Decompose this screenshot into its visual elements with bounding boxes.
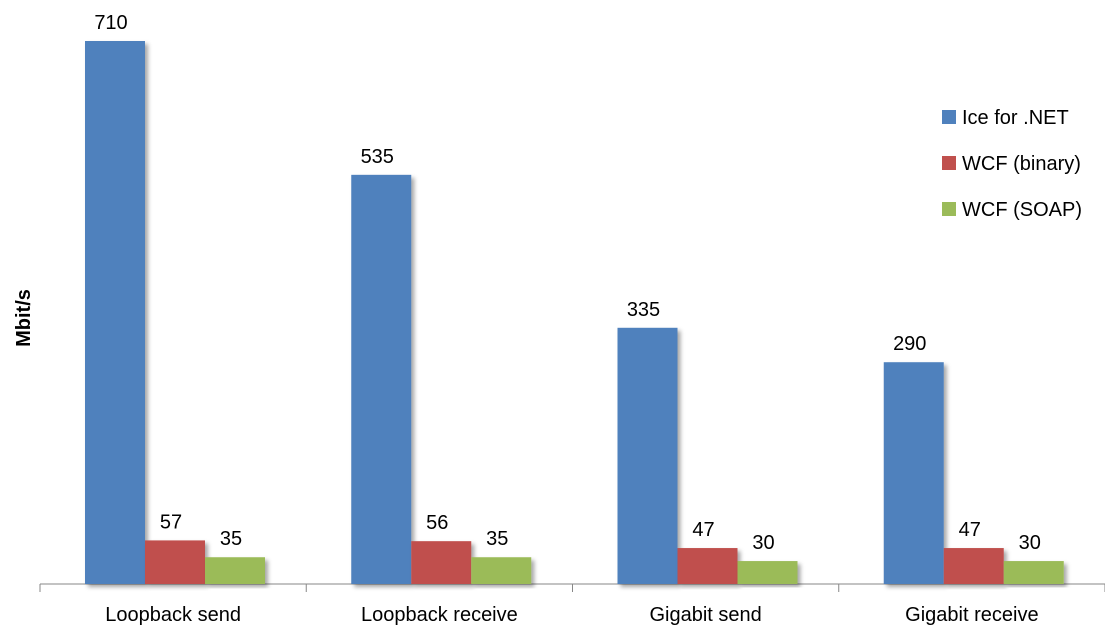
- bars: [85, 41, 1064, 585]
- data-label-wcf-binary-gigabit-receive: 47: [959, 519, 981, 541]
- data-label-wcf-soap-gigabit-send: 30: [752, 532, 774, 554]
- x-tick-label-gigabit-receive: Gigabit receive: [905, 604, 1038, 626]
- legend-label-ice-for-net: Ice for .NET: [962, 107, 1069, 129]
- data-labels: 710 57 35 535 56 35 335 47 30 290 47 30: [94, 12, 1041, 554]
- data-label-wcf-soap-gigabit-receive: 30: [1019, 532, 1041, 554]
- legend-label-wcf-binary: WCF (binary): [962, 153, 1081, 175]
- bar-wcf-binary-gigabit-receive: [943, 548, 1004, 584]
- x-axis-ticks: Loopback send Loopback receive Gigabit sen…: [39, 584, 1105, 626]
- bar-wcf-binary-gigabit-send: [677, 548, 738, 584]
- y-axis-title: Mbit/s: [13, 289, 35, 347]
- data-label-wcf-soap-loopback-send: 35: [220, 528, 242, 550]
- bar-wcf-binary-loopback-receive: [411, 541, 472, 584]
- bar-wcf-soap-loopback-receive: [471, 557, 532, 584]
- x-tick-label-gigabit-send: Gigabit send: [649, 604, 761, 626]
- data-label-ice-for-net-loopback-receive: 535: [361, 146, 394, 168]
- data-label-ice-for-net-loopback-send: 710: [94, 12, 127, 34]
- x-tick-label-loopback-send: Loopback send: [105, 604, 241, 626]
- bar-ice-for-net-gigabit-receive: [883, 362, 944, 584]
- bar-wcf-binary-loopback-send: [145, 540, 205, 584]
- data-label-ice-for-net-gigabit-send: 335: [627, 299, 660, 321]
- legend-swatch-wcf-binary: [942, 156, 956, 170]
- x-tick-label-loopback-receive: Loopback receive: [361, 604, 518, 626]
- data-label-wcf-soap-loopback-receive: 35: [486, 528, 508, 550]
- bar-ice-for-net-loopback-receive: [351, 174, 412, 585]
- legend: Ice for .NET WCF (binary) WCF (SOAP): [942, 107, 1082, 221]
- data-label-wcf-binary-loopback-send: 57: [160, 511, 182, 533]
- legend-swatch-ice-for-net: [942, 110, 956, 124]
- legend-label-wcf-soap: WCF (SOAP): [962, 199, 1082, 221]
- data-label-ice-for-net-gigabit-receive: 290: [893, 333, 926, 355]
- data-label-wcf-binary-gigabit-send: 47: [692, 519, 714, 541]
- bar-wcf-soap-gigabit-receive: [1003, 561, 1064, 584]
- bar-wcf-soap-loopback-send: [205, 557, 265, 584]
- bar-ice-for-net-loopback-send: [85, 41, 145, 584]
- bar-ice-for-net-gigabit-send: [617, 327, 678, 584]
- bar-wcf-soap-gigabit-send: [737, 561, 798, 584]
- data-label-wcf-binary-loopback-receive: 56: [426, 512, 448, 534]
- legend-swatch-wcf-soap: [942, 202, 956, 216]
